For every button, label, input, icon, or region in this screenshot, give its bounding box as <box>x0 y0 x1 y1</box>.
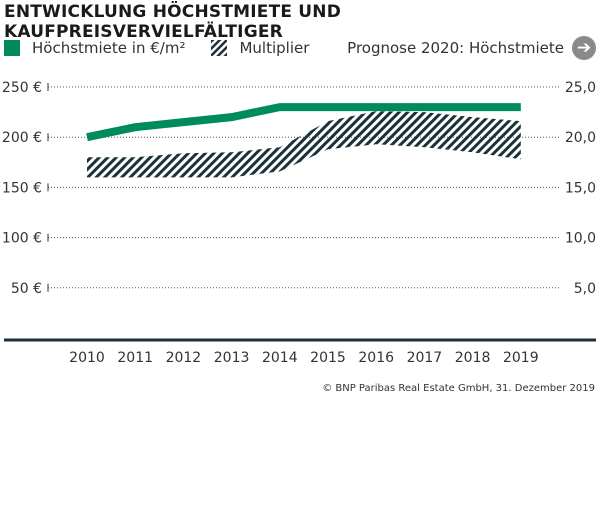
x-tick-label: 2010 <box>69 350 105 366</box>
y-left-tick-label: 250 € <box>2 80 42 96</box>
x-tick-label: 2013 <box>214 350 250 366</box>
y-left-tick-label: 50 € <box>11 281 42 297</box>
chart-title: ENTWICKLUNG HÖCHSTMIETE UND KAUFPREISVER… <box>4 2 342 42</box>
forecast-label: Prognose 2020: Höchstmiete <box>347 39 564 57</box>
chart: 50 € 5,0 100 € 10,0 150 € 15,0 200 € 20,0 250 € 2… <box>2 80 596 366</box>
green-square-icon <box>4 40 20 56</box>
x-tick-label: 2015 <box>310 350 346 366</box>
y-left-tick-label: 100 € <box>2 231 42 247</box>
legend-label-multiplier: Multiplier <box>239 39 310 57</box>
y-right-tick-label: 25,0 <box>565 80 596 96</box>
x-tick-label: 2011 <box>117 350 153 366</box>
y-right-tick-label: 20,0 <box>565 130 596 146</box>
x-tick-label: 2012 <box>166 350 202 366</box>
y-right-tick-label: 15,0 <box>565 180 596 196</box>
y-left-tick-label: 150 € <box>2 180 42 196</box>
x-tick-label: 2017 <box>407 350 443 366</box>
x-tick-label: 2019 <box>503 350 539 366</box>
legend: Höchstmiete in €/m² Multiplier Prognose … <box>4 36 596 60</box>
legend-item-multiplier: Multiplier <box>211 39 309 57</box>
legend-item-rent: Höchstmiete in €/m² <box>4 39 185 57</box>
rent-line <box>86 103 521 142</box>
legend-label-rent: Höchstmiete in €/m² <box>32 39 186 57</box>
x-tick-label: 2018 <box>455 350 491 366</box>
forecast-link[interactable]: Prognose 2020: Höchstmiete ➔ <box>347 36 596 60</box>
multiplier-band <box>87 111 521 178</box>
hatch-icon <box>211 40 228 56</box>
x-tick-label: 2014 <box>262 350 298 366</box>
arrow-right-circle-icon[interactable]: ➔ <box>572 36 596 60</box>
x-tick-label: 2016 <box>358 350 394 366</box>
y-left-tick-label: 200 € <box>2 130 42 146</box>
credit: © BNP Paribas Real Estate GmbH, 31. Deze… <box>322 383 595 394</box>
y-right-tick-label: 5,0 <box>574 281 596 297</box>
y-right-tick-label: 10,0 <box>565 231 596 247</box>
